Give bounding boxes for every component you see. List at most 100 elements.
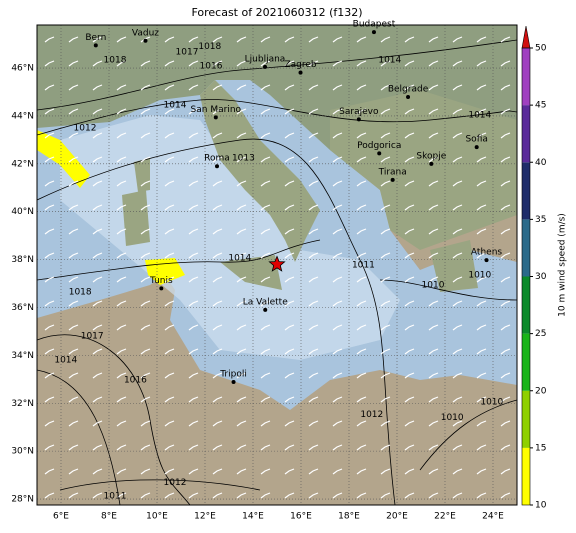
city-dot <box>429 161 434 166</box>
wind-barb <box>332 204 343 211</box>
contour-label: 1012 <box>74 123 97 133</box>
map-title: Forecast of 2021060312 (f132) <box>191 6 362 19</box>
wind-barb <box>188 36 199 43</box>
wind-barb <box>428 84 439 91</box>
wind-barb <box>452 84 463 91</box>
forecast-point <box>268 255 286 272</box>
wind-barb <box>380 204 391 211</box>
wind-barb <box>212 228 223 235</box>
lon-tick-label: 22°E <box>434 512 456 522</box>
city-dot <box>231 379 236 384</box>
contour-label: 1014 <box>164 100 187 110</box>
wind-barb <box>428 108 439 115</box>
basemap <box>37 25 517 505</box>
wind-barb <box>356 276 367 283</box>
wind-barb <box>500 36 511 43</box>
colorbar-bin <box>522 162 530 220</box>
wind-barb <box>68 372 79 379</box>
wind-barb <box>476 252 487 259</box>
wind-barb <box>476 348 487 355</box>
city-dot <box>215 164 219 169</box>
wind-barb <box>404 156 415 163</box>
colorbar-bin <box>522 447 530 505</box>
contour-label: 1012 <box>164 478 187 488</box>
wind-barb <box>236 180 247 187</box>
wind-barb <box>308 84 319 91</box>
wind-barb <box>428 228 439 235</box>
wind-barb <box>68 300 79 307</box>
wind-barb <box>380 468 391 475</box>
wind-barb <box>212 396 223 403</box>
wind-barb <box>332 348 343 355</box>
wind-barb <box>452 468 463 475</box>
wind-barb <box>140 228 151 235</box>
colorbar-bin <box>522 219 530 277</box>
wind-barb <box>428 204 439 211</box>
wind-barb <box>236 348 247 355</box>
wind-barb <box>308 420 319 427</box>
wind-barb <box>308 60 319 67</box>
wind-barb <box>356 372 367 379</box>
contour-label: 1014 <box>54 356 77 366</box>
wind-barb <box>164 468 175 475</box>
contour-label: 1014 <box>378 55 401 65</box>
wind-barb <box>212 468 223 475</box>
wind-barb <box>164 300 175 307</box>
wind-barb <box>500 300 511 307</box>
wind-barb <box>44 132 55 139</box>
wind-barb <box>260 444 271 451</box>
contour-label: 1011 <box>104 491 127 501</box>
wind-barb <box>44 36 55 43</box>
wind-barb <box>380 36 391 43</box>
wind-barb <box>44 444 55 451</box>
wind-barb <box>212 132 223 139</box>
wind-barb <box>68 36 79 43</box>
wind-barb <box>404 492 415 499</box>
lat-tick-label: 42°N <box>11 159 34 169</box>
wind-barb <box>500 108 511 115</box>
wind-barb <box>188 300 199 307</box>
wind-barb <box>68 108 79 115</box>
city-dot <box>474 145 479 150</box>
wind-barb <box>476 492 487 499</box>
wind-barb <box>116 156 127 163</box>
wind-barb <box>332 276 343 283</box>
wind-barb <box>236 420 247 427</box>
wind-barb <box>500 84 511 91</box>
contour-label: 1011 <box>352 260 375 270</box>
city-dot <box>406 95 411 100</box>
wind-barb <box>236 60 247 67</box>
lat-tick-label: 38°N <box>11 255 34 265</box>
wind-barb <box>428 300 439 307</box>
city-label: Ljubljana <box>245 54 286 64</box>
wind-barb <box>380 396 391 403</box>
wind-barb <box>356 60 367 67</box>
wind-barb <box>212 444 223 451</box>
wind-barb <box>332 156 343 163</box>
wind-barb <box>212 492 223 499</box>
wind-barb <box>500 252 511 259</box>
wind-barb <box>236 228 247 235</box>
wind-barb <box>308 396 319 403</box>
lon-tick-label: 24°E <box>482 512 504 522</box>
wind-barb <box>68 60 79 67</box>
wind-barb <box>476 108 487 115</box>
wind-barb <box>236 492 247 499</box>
wind-barb <box>356 108 367 115</box>
wind-barb <box>188 84 199 91</box>
wind-barb <box>92 84 103 91</box>
colorbar-tick-label: 25 <box>535 329 546 339</box>
wind-barb <box>500 132 511 139</box>
wind-barb <box>68 204 79 211</box>
wind-barb <box>92 60 103 67</box>
wind-barb <box>452 420 463 427</box>
wind-barb <box>164 252 175 259</box>
wind-barb <box>92 132 103 139</box>
wind-barb <box>476 180 487 187</box>
wind-barb <box>188 372 199 379</box>
wind-barb <box>116 36 127 43</box>
wind-barb <box>212 156 223 163</box>
wind-barb <box>380 492 391 499</box>
wind-barb <box>356 444 367 451</box>
lat-tick-label: 30°N <box>11 447 34 457</box>
